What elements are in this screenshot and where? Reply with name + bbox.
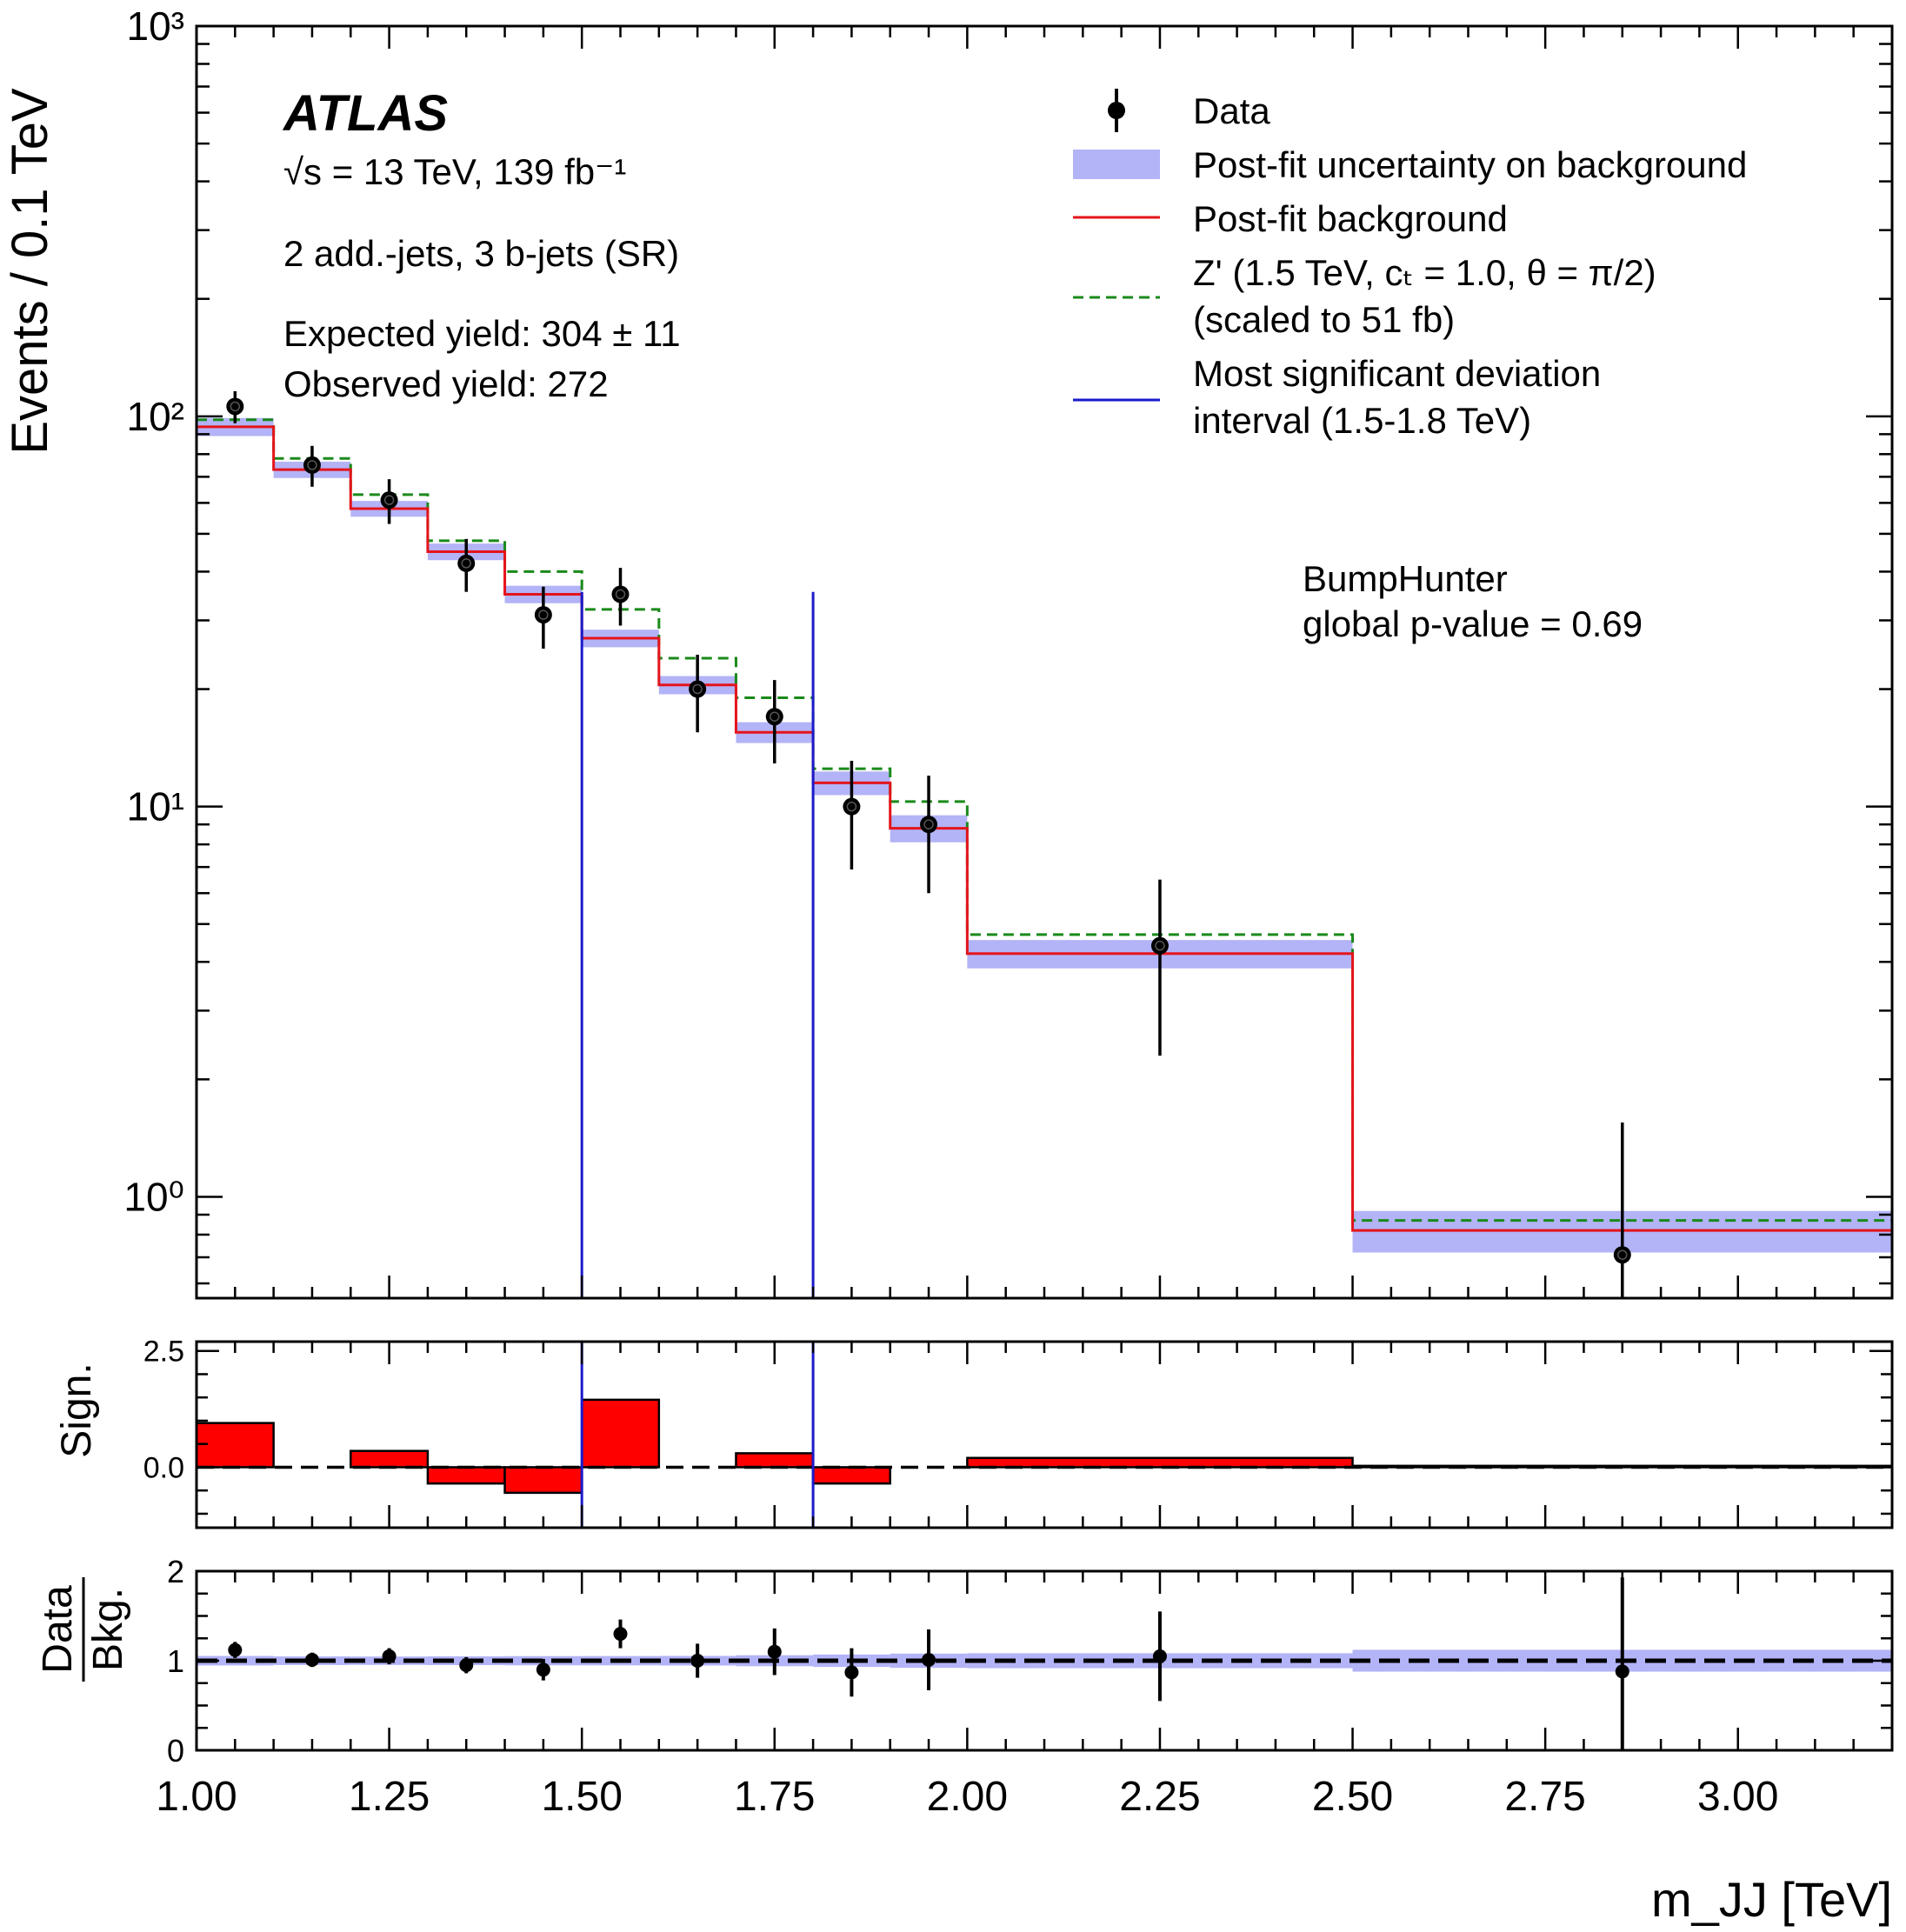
panels-layer: 1.00 1.25 1.50 1.75 2.00 2.25 2.50 2.75 3.0010⁰1… (123, 3, 1894, 1820)
significance-bar (811, 1466, 891, 1485)
data-point-inner (538, 610, 549, 620)
energy-label: √s = 13 TeV, 139 fb⁻¹ (283, 151, 626, 192)
x-tick-label: 2.00 (927, 1774, 1008, 1820)
ratio-point (1615, 1664, 1629, 1679)
sign-panel-frame (195, 1340, 1894, 1529)
x-axis-title: m_JJ [TeV] (1651, 1872, 1892, 1927)
bumphunter-label: BumpHunter (1303, 558, 1508, 599)
pvalue-label: global p-value = 0.69 (1303, 603, 1643, 644)
legend: Data Post-fit uncertainty on background … (1073, 89, 1747, 441)
data-point (920, 816, 938, 834)
y-tick-label: 0 (167, 1733, 184, 1769)
ratio-point (459, 1658, 474, 1673)
y-axis-title-sign: Sign. (54, 1362, 100, 1457)
data-point (1613, 1246, 1631, 1264)
significance-bar (735, 1452, 815, 1469)
main-plot-area (197, 390, 1892, 1298)
data-point-inner (1155, 940, 1165, 951)
significance-bar (503, 1466, 583, 1495)
x-tick-label: 1.25 (349, 1774, 430, 1820)
legend-signal-label: Z' (1.5 TeV, cₜ = 1.0, θ = π/2) (1193, 252, 1656, 293)
data-point-inner (692, 683, 703, 695)
y-tick-label: 10² (127, 394, 184, 439)
data-point (457, 554, 476, 572)
ratio-point (228, 1642, 243, 1657)
observed-yield-label: Observed yield: 272 (283, 363, 609, 404)
legend-interval-label: Most significant deviation (1193, 353, 1601, 394)
data-point (1150, 936, 1169, 955)
data-point-inner (770, 711, 780, 722)
y-tick-label: 10⁰ (123, 1174, 184, 1219)
data-point-inner (230, 401, 241, 412)
signal-zprime-line (197, 418, 1892, 1222)
y-axis-title-main: Events / 0.1 TeV (2, 88, 58, 455)
y-tick-label: 0.0 (143, 1451, 184, 1484)
data-point-inner (923, 819, 934, 829)
data-point-inner (307, 460, 317, 470)
legend-band-swatch (1073, 150, 1160, 179)
data-point (611, 585, 630, 603)
ratio-point (690, 1654, 705, 1668)
y-tick-label: 2.5 (143, 1336, 184, 1369)
data-point (843, 797, 861, 816)
data-point (765, 708, 783, 726)
data-point (689, 680, 707, 698)
main-panel-frame (195, 24, 1894, 1300)
atlas-label: ATLAS (282, 85, 448, 142)
data-point (534, 606, 552, 624)
y-tick-label: 2 (167, 1554, 184, 1589)
significance-bar (426, 1466, 506, 1485)
x-tick-label: 1.75 (734, 1774, 815, 1820)
x-tick-label: 3.00 (1697, 1774, 1778, 1820)
significance-bar (197, 1422, 275, 1469)
legend-data-marker (1108, 102, 1125, 119)
ratio-point (613, 1627, 628, 1642)
data-point-inner (461, 558, 471, 569)
x-tick-label: 2.25 (1119, 1774, 1200, 1820)
ratio-point (536, 1662, 550, 1677)
y-tick-label: 1 (167, 1643, 184, 1679)
legend-interval-label2: interval (1.5-1.8 TeV) (1193, 400, 1531, 441)
y-tick-label: 10¹ (127, 784, 184, 829)
significance-bar (350, 1449, 430, 1469)
x-tick-label: 1.50 (541, 1774, 622, 1820)
sign-plot-area (197, 1342, 1892, 1528)
region-label: 2 add.-jets, 3 b-jets (SR) (283, 233, 679, 274)
legend-signal-label2: (scaled to 51 fb) (1193, 299, 1455, 340)
data-point (380, 491, 398, 510)
ratio-point (1152, 1649, 1167, 1663)
y-tick-label: 10³ (127, 3, 184, 49)
legend-bkg-label: Post-fit background (1193, 198, 1508, 239)
data-point-inner (1617, 1249, 1628, 1260)
x-tick-label: 2.50 (1312, 1774, 1393, 1820)
legend-band-label: Post-fit uncertainty on background (1193, 144, 1747, 185)
y-axis-title-ratio-num: Data (35, 1585, 81, 1674)
ratio-point (922, 1652, 936, 1667)
data-point (226, 397, 244, 416)
data-point-inner (615, 589, 626, 600)
ratio-point (382, 1649, 397, 1663)
expected-yield-label: Expected yield: 304 ± 11 (283, 313, 681, 354)
ratio-point (304, 1652, 319, 1667)
y-axis-title-ratio-den: Bkg. (85, 1588, 131, 1671)
data-point-inner (383, 495, 395, 505)
ratio-point (767, 1644, 782, 1659)
significance-bar (580, 1398, 661, 1469)
x-tick-label: 2.75 (1504, 1774, 1585, 1820)
post-fit-background-line (197, 425, 1892, 1232)
significance-bar (966, 1456, 1354, 1469)
ratio-plot-area (197, 1577, 1892, 1750)
ratio-point (844, 1665, 859, 1680)
x-tick-label: 1.00 (156, 1774, 237, 1820)
data-point (303, 456, 321, 474)
legend-data-label: Data (1193, 90, 1270, 131)
data-point-inner (846, 801, 857, 812)
